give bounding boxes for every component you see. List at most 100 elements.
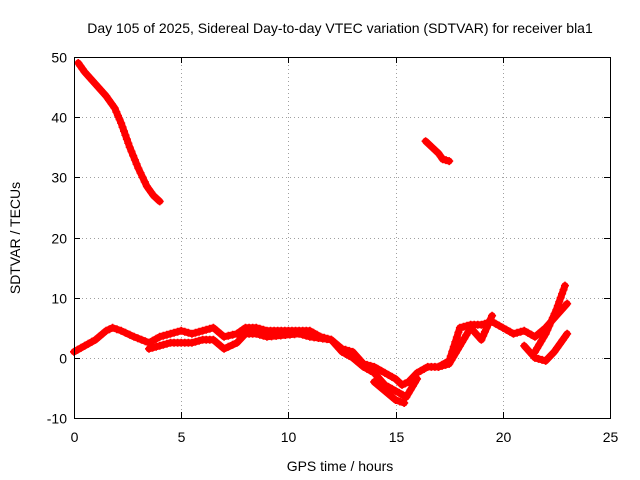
data-point — [148, 343, 157, 352]
data-point — [191, 337, 200, 346]
x-tick-label: 20 — [496, 429, 512, 445]
data-point — [122, 135, 131, 144]
data-point — [202, 325, 211, 334]
data-point — [220, 332, 229, 341]
data-point — [129, 151, 138, 160]
data-point — [180, 327, 189, 336]
data-point — [550, 309, 559, 318]
data-point — [563, 329, 572, 338]
y-tick-label: 0 — [59, 351, 67, 367]
data-point — [170, 328, 179, 337]
data-point — [413, 374, 422, 383]
data-point — [118, 123, 127, 132]
data-point — [224, 342, 233, 351]
data-point — [434, 362, 443, 371]
data-point — [191, 328, 200, 337]
y-axis-label: SDTVAR / TECUs — [7, 182, 23, 294]
data-point — [155, 341, 164, 350]
data-point — [121, 328, 130, 337]
series-line-high-1 — [74, 59, 164, 205]
data-point — [479, 331, 488, 340]
data-point — [159, 340, 168, 349]
data-point — [553, 301, 562, 310]
data-point — [391, 395, 400, 404]
data-point — [177, 326, 186, 335]
y-tick-label: 40 — [51, 110, 67, 126]
data-point — [136, 168, 145, 177]
data-point — [484, 319, 493, 328]
data-point — [187, 329, 196, 338]
data-point — [477, 335, 486, 344]
data-point — [125, 143, 134, 152]
data-point — [445, 157, 454, 166]
data-point — [454, 328, 463, 337]
data-point — [138, 173, 147, 182]
data-point — [441, 360, 450, 369]
data-point — [547, 317, 556, 326]
data-point — [112, 107, 121, 116]
data-point — [400, 398, 409, 407]
data-point — [120, 127, 129, 136]
data-point — [438, 361, 447, 370]
data-point — [224, 331, 233, 340]
data-point — [105, 96, 114, 105]
data-point — [220, 344, 229, 353]
y-tick-label: 50 — [51, 50, 67, 66]
data-point — [259, 331, 268, 340]
data-point — [117, 326, 126, 335]
data-point — [255, 330, 264, 339]
data-point — [125, 330, 134, 339]
data-point — [534, 354, 543, 363]
data-point — [516, 327, 525, 336]
x-tick-label: 10 — [281, 429, 297, 445]
data-point — [558, 289, 567, 298]
data-point — [107, 100, 116, 109]
data-point — [252, 329, 261, 338]
data-point — [187, 338, 196, 347]
data-point — [563, 299, 572, 308]
data-point — [302, 331, 311, 340]
data-point — [228, 340, 237, 349]
data-point — [159, 331, 168, 340]
data-point — [486, 315, 495, 324]
data-point — [137, 335, 146, 344]
data-point — [155, 197, 164, 206]
data-point — [141, 337, 150, 346]
data-point — [195, 327, 204, 336]
data-point — [452, 333, 461, 342]
data-point — [545, 321, 554, 330]
data-point — [555, 297, 564, 306]
data-point — [451, 337, 460, 346]
data-point — [145, 344, 154, 353]
data-point — [113, 111, 122, 120]
data-point — [482, 323, 491, 332]
x-axis-label: GPS time / hours — [287, 458, 394, 474]
y-tick-label: 30 — [51, 170, 67, 186]
data-point — [184, 328, 193, 337]
chart-title: Day 105 of 2025, Sidereal Day-to-day VTE… — [87, 20, 593, 36]
data-point — [173, 327, 182, 336]
data-point — [553, 343, 562, 352]
data-point — [127, 147, 136, 156]
data-point — [115, 115, 124, 124]
data-point — [166, 329, 175, 338]
data-point — [130, 332, 139, 341]
data-point — [133, 334, 142, 343]
data-point — [132, 160, 141, 169]
data-point — [477, 320, 486, 329]
x-tick-label: 25 — [603, 429, 619, 445]
data-point — [559, 285, 568, 294]
data-point — [134, 164, 143, 173]
x-tick-label: 15 — [389, 429, 405, 445]
data-point — [102, 92, 111, 101]
data-point — [480, 327, 489, 336]
data-point — [548, 313, 557, 322]
x-tick-label: 0 — [71, 429, 79, 445]
gridlines — [74, 57, 610, 418]
data-point — [459, 322, 468, 331]
data-point — [124, 139, 133, 148]
data-point — [155, 332, 164, 341]
data-point — [295, 329, 304, 338]
data-point — [117, 119, 126, 128]
data-point — [455, 323, 464, 332]
